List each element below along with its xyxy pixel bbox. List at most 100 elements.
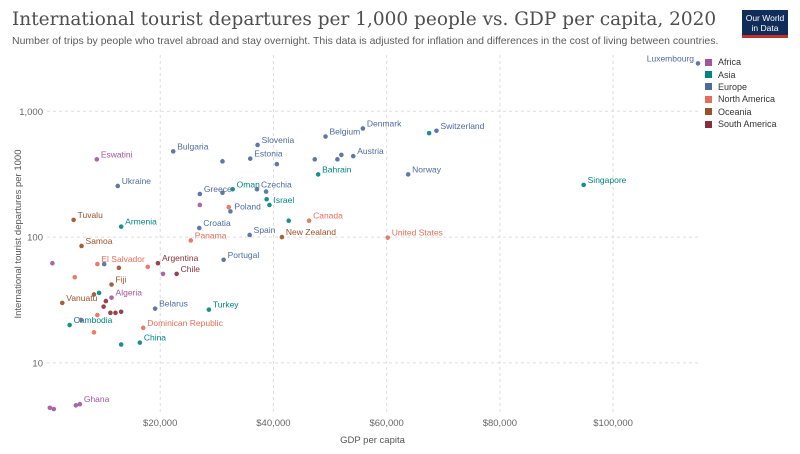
legend-label: Africa bbox=[718, 57, 742, 68]
data-point bbox=[405, 172, 411, 177]
legend-label: North America bbox=[718, 94, 776, 105]
data-point bbox=[115, 183, 121, 189]
data-point bbox=[581, 182, 586, 188]
legend-item[interactable]: Africa bbox=[705, 56, 777, 68]
legend-swatch bbox=[705, 108, 712, 116]
data-point bbox=[286, 218, 292, 223]
data-label: Belgium bbox=[330, 127, 361, 137]
legend-label: Oceania bbox=[718, 106, 752, 117]
legend-item[interactable]: North America bbox=[705, 93, 777, 105]
data-label: Spain bbox=[254, 225, 276, 235]
legend-swatch bbox=[705, 83, 712, 91]
data-point bbox=[95, 261, 100, 267]
legend: Africa Asia Europe North America Oceania Sout… bbox=[705, 56, 777, 130]
data-point bbox=[94, 157, 100, 162]
data-label: Tuvalu bbox=[78, 210, 103, 220]
data-point bbox=[47, 405, 53, 411]
data-label: Estonia bbox=[254, 149, 283, 159]
data-point bbox=[264, 196, 269, 202]
data-point bbox=[335, 157, 340, 162]
legend-item[interactable]: Europe bbox=[705, 81, 777, 93]
data-point bbox=[312, 157, 318, 162]
legend-item[interactable]: Oceania bbox=[705, 106, 777, 118]
data-point bbox=[206, 307, 212, 312]
data-point bbox=[160, 271, 166, 277]
data-point bbox=[118, 309, 124, 315]
data-point bbox=[226, 204, 232, 210]
data-label: Bulgaria bbox=[177, 141, 208, 151]
data-point bbox=[274, 161, 280, 167]
data-label: Eswatini bbox=[101, 149, 133, 159]
data-point bbox=[306, 218, 312, 223]
y-tick-label: 1,000 bbox=[19, 107, 43, 118]
data-point bbox=[101, 261, 107, 267]
data-label: Turkey bbox=[213, 300, 239, 310]
data-point bbox=[339, 152, 344, 158]
y-axis-label: International tourist departures per 100… bbox=[13, 150, 24, 319]
data-point bbox=[385, 235, 391, 240]
logo-line-2: in Data bbox=[751, 23, 779, 33]
data-point bbox=[255, 142, 260, 148]
data-point bbox=[67, 322, 72, 328]
data-point bbox=[174, 271, 179, 277]
x-tick-label: $40,000 bbox=[256, 418, 290, 429]
data-point bbox=[263, 189, 269, 194]
data-point bbox=[78, 317, 84, 323]
data-point bbox=[50, 260, 55, 266]
data-point bbox=[77, 401, 83, 407]
data-point bbox=[228, 209, 233, 214]
data-point bbox=[155, 260, 161, 266]
data-label: Luxembourg bbox=[647, 53, 695, 63]
legend-swatch bbox=[705, 58, 712, 66]
legend-item[interactable]: Asia bbox=[705, 68, 777, 80]
data-point bbox=[145, 264, 151, 270]
data-label: Portugal bbox=[228, 250, 260, 260]
y-tick-label: 100 bbox=[27, 233, 43, 244]
data-label: Panama bbox=[195, 230, 227, 240]
data-point bbox=[188, 238, 194, 243]
data-point bbox=[118, 224, 124, 229]
data-point bbox=[96, 290, 102, 296]
data-point bbox=[434, 128, 439, 134]
data-point bbox=[254, 186, 260, 192]
data-point bbox=[197, 191, 203, 197]
data-point bbox=[72, 274, 78, 280]
y-tick-label: 10 bbox=[32, 358, 43, 369]
data-point bbox=[426, 130, 432, 136]
data-point bbox=[140, 325, 146, 331]
data-point bbox=[91, 330, 97, 335]
x-axis-label: GDP per capita bbox=[340, 435, 405, 446]
data-label: Norway bbox=[412, 164, 442, 174]
data-label: Fiji bbox=[116, 275, 127, 285]
data-point bbox=[95, 312, 100, 318]
data-label: Samoa bbox=[86, 236, 113, 246]
data-point bbox=[360, 126, 366, 131]
chart-title: International tourist departures per 1,0… bbox=[12, 9, 717, 30]
data-label: Algeria bbox=[116, 288, 143, 298]
data-point bbox=[220, 159, 225, 164]
data-label: New Zealand bbox=[286, 227, 336, 237]
data-point bbox=[71, 217, 76, 223]
data-label: Dominican Republic bbox=[147, 318, 223, 328]
our-world-in-data-logo[interactable]: Our World in Data bbox=[742, 10, 788, 38]
data-point bbox=[197, 202, 203, 208]
chart-subtitle: Number of trips by people who travel abr… bbox=[12, 35, 719, 47]
x-tick-label: $100,000 bbox=[593, 418, 633, 429]
data-label: Slovenia bbox=[262, 135, 295, 145]
data-point bbox=[695, 61, 701, 66]
data-label: Canada bbox=[313, 211, 343, 221]
data-point bbox=[267, 202, 272, 208]
data-label: Belarus bbox=[159, 299, 188, 309]
data-point bbox=[113, 310, 118, 316]
data-label: Oman bbox=[237, 179, 260, 189]
logo-line-1: Our World bbox=[745, 13, 785, 23]
data-label: Greece bbox=[204, 184, 232, 194]
data-point bbox=[220, 190, 225, 196]
data-point bbox=[109, 282, 114, 287]
data-point bbox=[79, 243, 84, 249]
data-label: Denmark bbox=[367, 118, 402, 128]
legend-item[interactable]: South America bbox=[705, 118, 777, 130]
logo-accent-bar bbox=[742, 35, 788, 38]
data-point bbox=[230, 186, 235, 192]
